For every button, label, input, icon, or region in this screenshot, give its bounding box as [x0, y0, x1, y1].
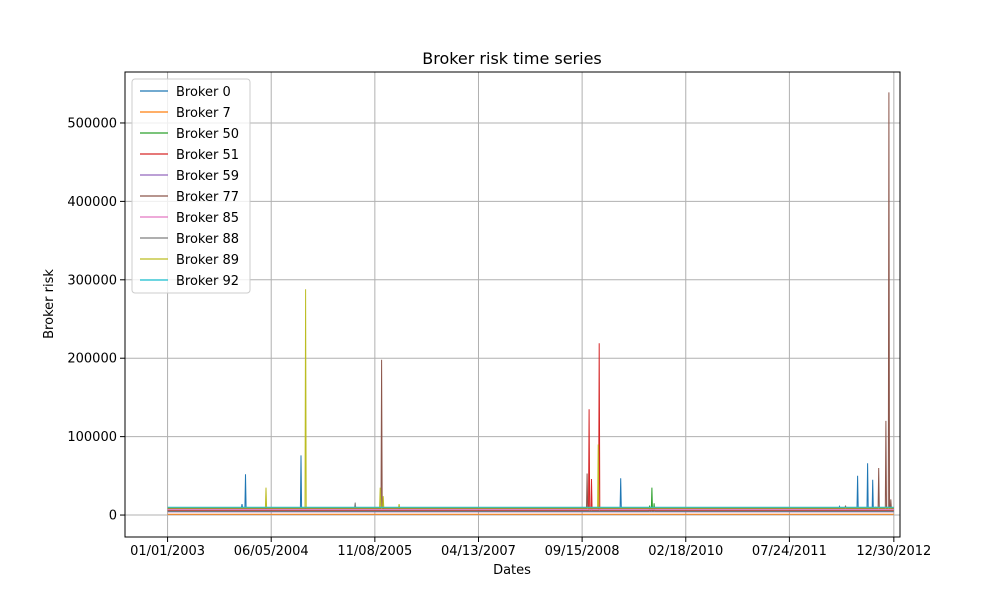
- plot-area-frame: [124, 71, 901, 538]
- legend-entry: Broker 88: [140, 232, 239, 247]
- y-tick-label: 300000: [67, 273, 117, 288]
- legend-label: Broker 92: [176, 274, 239, 289]
- series-lines: [167, 92, 894, 515]
- legend-label: Broker 0: [176, 85, 231, 100]
- legend-label: Broker 88: [176, 232, 239, 247]
- legend-entry: Broker 77: [140, 190, 239, 205]
- x-tick-label: 12/30/2012: [856, 544, 931, 559]
- legend-entry: Broker 0: [140, 85, 231, 100]
- series-line-broker-77: [167, 92, 894, 510]
- x-tick-label: 04/13/2007: [441, 544, 516, 559]
- legend-entry: Broker 50: [140, 127, 239, 142]
- x-tick-label: 09/15/2008: [545, 544, 620, 559]
- legend-entry: Broker 85: [140, 211, 239, 226]
- x-tick-label: 01/01/2003: [130, 544, 205, 559]
- y-axis-title: Broker risk: [42, 269, 57, 339]
- legend-entry: Broker 89: [140, 253, 239, 268]
- chart-title: Broker risk time series: [422, 49, 602, 68]
- legend-label: Broker 51: [176, 148, 239, 163]
- x-axis-title: Dates: [493, 563, 531, 578]
- x-tick-label: 02/18/2010: [648, 544, 723, 559]
- y-tick-label: 100000: [67, 430, 117, 445]
- y-tick-label: 500000: [67, 116, 117, 131]
- legend-label: Broker 89: [176, 253, 239, 268]
- series-line-broker-51: [167, 343, 894, 511]
- legend-label: Broker 59: [176, 169, 239, 184]
- x-tick-label: 11/08/2005: [337, 544, 412, 559]
- y-tick-label: 400000: [67, 195, 117, 210]
- legend-entry: Broker 51: [140, 148, 239, 163]
- legend-label: Broker 77: [176, 190, 239, 205]
- legend-entry: Broker 7: [140, 106, 231, 121]
- series-line-broker-0: [167, 455, 894, 509]
- legend-label: Broker 85: [176, 211, 239, 226]
- y-tick-label: 200000: [67, 352, 117, 367]
- y-tick-label: 0: [109, 509, 117, 524]
- legend: Broker 0 Broker 7 Broker 50 Broker 51 Broker…: [131, 78, 251, 294]
- legend-entry: Broker 92: [140, 274, 239, 289]
- x-tick-label: 06/05/2004: [234, 544, 309, 559]
- legend-label: Broker 50: [176, 127, 239, 142]
- legend-label: Broker 7: [176, 106, 231, 121]
- grid: [125, 72, 900, 537]
- x-axis: 01/01/2003 06/05/2004 11/08/2005 04/13/2007…: [130, 537, 931, 559]
- series-line-broker-89: [167, 289, 894, 509]
- legend-entry: Broker 59: [140, 169, 239, 184]
- y-axis: 0 100000 200000 300000 400000 500000: [67, 116, 125, 524]
- x-tick-label: 07/24/2011: [752, 544, 827, 559]
